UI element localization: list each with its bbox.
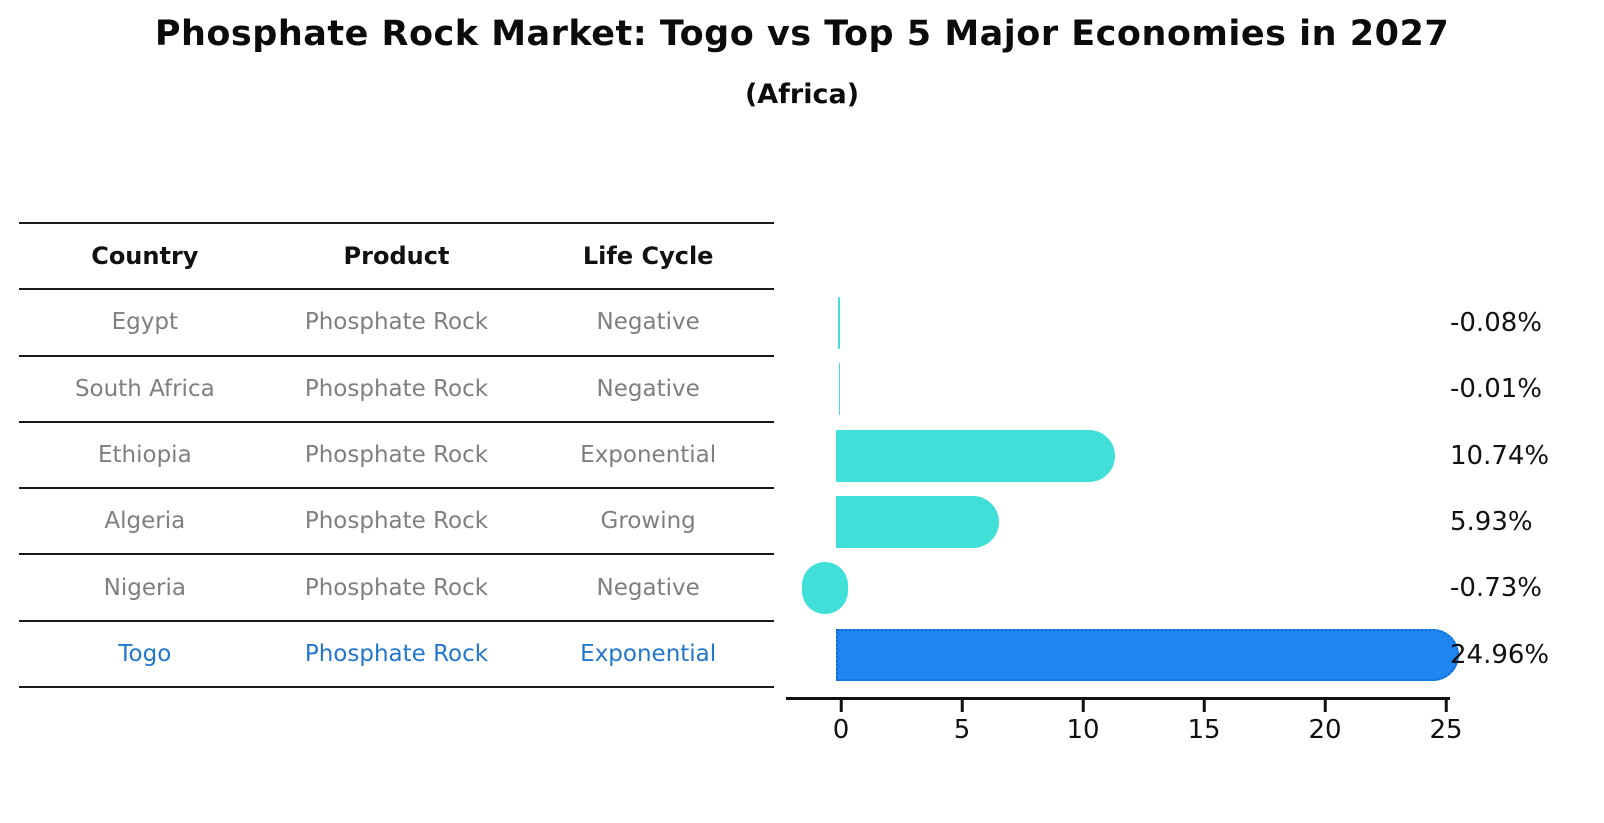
cell-life-cycle: Negative [596, 574, 700, 601]
cell-country: Ethiopia [97, 442, 192, 469]
cell-life-cycle: Negative [596, 375, 700, 402]
cell-country: Egypt [111, 309, 179, 336]
bar-chart: -0.08% -0.01% 10.74% 5.93% -0.73% 24.96% 0 5 10 1… [784, 285, 1604, 765]
cell-life-cycle: Negative [596, 309, 700, 336]
column-header-product: Product [343, 242, 450, 271]
table-row-togo: Togo Phosphate Rock Exponential [19, 622, 774, 689]
bar-south-africa [838, 363, 840, 416]
bar-value-label-south-africa: -0.01% [1450, 374, 1542, 405]
economies-table: Country Product Life Cycle Egypt Phosphat… [19, 222, 774, 689]
table-row-nigeria: Nigeria Phosphate Rock Negative [19, 555, 774, 622]
x-axis-tick-label: 10 [1066, 715, 1100, 745]
bar-nigeria [802, 562, 848, 615]
table-header-row: Country Product Life Cycle [19, 224, 774, 291]
cell-life-cycle: Exponential [580, 640, 717, 667]
cell-product: Phosphate Rock [304, 574, 489, 601]
bar-value-label-ethiopia: 10.74% [1450, 440, 1550, 471]
bar-value-label-togo: 24.96% [1450, 639, 1550, 670]
table-row-egypt: Egypt Phosphate Rock Negative [19, 290, 774, 357]
x-axis-tick [1202, 699, 1206, 712]
cell-product: Phosphate Rock [304, 442, 489, 469]
x-axis-tick [1444, 699, 1448, 712]
bar-value-label-algeria: 5.93% [1450, 506, 1533, 537]
cell-product: Phosphate Rock [304, 640, 489, 667]
chart-subtitle: (Africa) [744, 79, 860, 110]
bar-value-label-egypt: -0.08% [1450, 308, 1542, 338]
table-body: Egypt Phosphate Rock Negative South Africa P… [19, 290, 774, 689]
x-axis-tick [1323, 699, 1327, 712]
bar-ethiopia [836, 429, 1115, 482]
cell-product: Phosphate Rock [304, 508, 489, 535]
x-axis-tick-label: 5 [953, 715, 971, 745]
bar-algeria [836, 495, 999, 548]
x-axis-tick-label: 15 [1187, 715, 1221, 745]
cell-product: Phosphate Rock [304, 309, 489, 336]
x-axis-tick [839, 699, 843, 712]
x-axis-tick [1081, 699, 1085, 712]
column-header-country: Country [91, 242, 199, 271]
table-row-algeria: Algeria Phosphate Rock Growing [19, 489, 774, 556]
cell-country: South Africa [74, 375, 215, 402]
cell-life-cycle: Growing [600, 508, 696, 535]
x-axis-tick-label: 20 [1308, 715, 1342, 745]
cell-product: Phosphate Rock [304, 375, 489, 402]
x-axis-tick-label: 0 [832, 715, 850, 745]
bar-value-label-nigeria: -0.73% [1450, 573, 1542, 604]
x-axis-line [786, 697, 1450, 700]
cell-country: Nigeria [103, 574, 186, 601]
table-row-ethiopia: Ethiopia Phosphate Rock Exponential [19, 423, 774, 490]
bar-togo [836, 628, 1460, 681]
cell-country: Algeria [104, 508, 186, 535]
table-row-south-africa: South Africa Phosphate Rock Negative [19, 357, 774, 423]
cell-life-cycle: Exponential [580, 442, 717, 469]
bar-egypt [838, 297, 840, 349]
x-axis-tick-label: 25 [1429, 715, 1463, 745]
cell-country: Togo [118, 640, 172, 667]
chart-title: Phosphate Rock Market: Togo vs Top 5 Maj… [154, 14, 1450, 54]
column-header-life-cycle: Life Cycle [582, 242, 714, 271]
x-axis-tick [960, 699, 964, 712]
